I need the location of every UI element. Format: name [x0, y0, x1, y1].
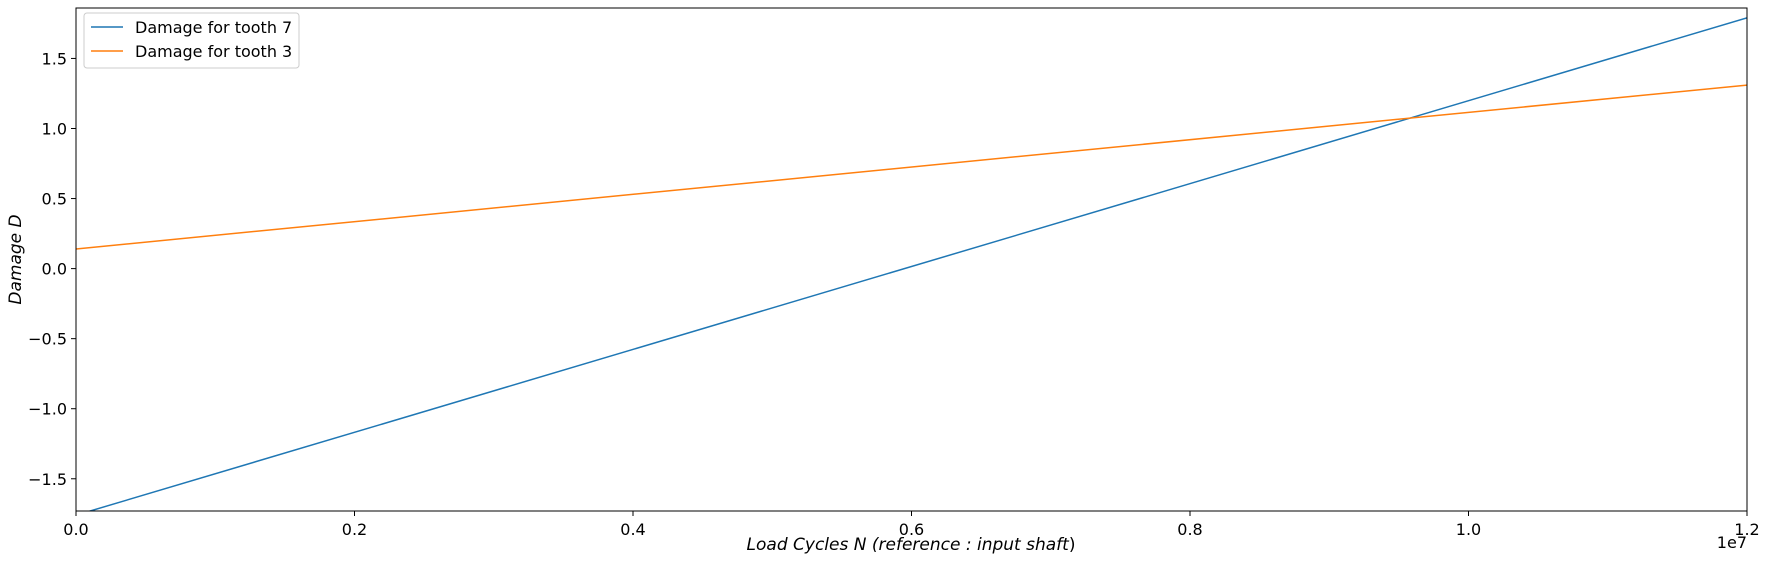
x-tick-label: 1.0 — [1456, 520, 1481, 539]
series-line-1 — [87, 17, 1747, 511]
x-axis-label-prefix: Load Cycles N ( — [747, 535, 880, 555]
y-axis: −1.5 −1.0 −0.5 0.0 0.5 1.0 1.5 — [28, 49, 76, 489]
x-tick-label: 0.0 — [63, 520, 88, 539]
y-tick-label: 1.0 — [42, 119, 67, 138]
x-tick-label: 0.4 — [620, 520, 645, 539]
x-axis-label-middle: reference : input shaft — [879, 535, 1071, 555]
y-tick-label: 0.5 — [42, 190, 67, 209]
x-axis: 0.0 0.2 0.4 0.6 0.8 1.0 1.2 — [63, 511, 1760, 539]
plot-area — [76, 8, 1747, 511]
x-tick-label: 0.6 — [899, 520, 924, 539]
x-tick-label: 0.8 — [1177, 520, 1202, 539]
y-tick-label: −0.5 — [28, 330, 67, 349]
x-tick-label: 0.2 — [342, 520, 367, 539]
y-tick-label: −1.5 — [28, 470, 67, 489]
x-axis-label: Load Cycles N (reference : input shaft) — [747, 535, 1076, 555]
series-layer — [76, 17, 1747, 511]
legend-box — [83, 12, 300, 69]
y-axis-label: Damage D — [6, 214, 26, 304]
legend: Damage for tooth 7 Damage for tooth 3 — [83, 12, 300, 69]
y-tick-label: 1.5 — [42, 49, 67, 68]
y-tick-label: 0.0 — [42, 260, 67, 279]
legend-label-1: Damage for tooth 7 — [135, 18, 292, 37]
series-line-2 — [76, 84, 1747, 250]
x-axis-label-suffix: ) — [1069, 535, 1076, 555]
x-tick-label: 1.2 — [1734, 520, 1759, 539]
x-offset-label: 1e7 — [1717, 533, 1747, 552]
legend-label-2: Damage for tooth 3 — [135, 42, 292, 61]
y-tick-label: −1.0 — [28, 400, 67, 419]
